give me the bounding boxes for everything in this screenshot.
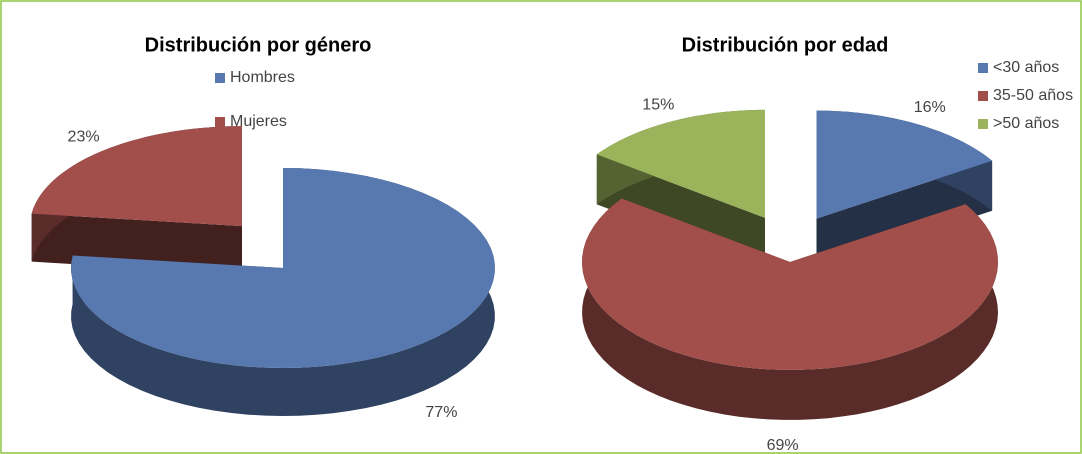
slice — [816, 110, 993, 219]
legend-swatch — [215, 117, 225, 127]
slice — [582, 198, 998, 370]
legend-swatch — [215, 73, 225, 83]
slice-side — [582, 198, 998, 420]
legend-swatch — [978, 119, 988, 129]
legend-swatch — [978, 63, 988, 73]
data-label: 16% — [914, 99, 946, 116]
chart-title: Distribución por género — [145, 34, 372, 56]
legend-swatch — [978, 91, 988, 101]
data-label: 77% — [425, 404, 457, 421]
legend-label: 35-50 años — [993, 87, 1073, 104]
data-label: 15% — [642, 96, 674, 113]
chart-title: Distribución por edad — [682, 34, 889, 56]
data-label: 23% — [68, 129, 100, 146]
data-label: 69% — [767, 437, 799, 454]
slice — [596, 109, 765, 218]
slice — [31, 126, 243, 227]
legend-label: >50 años — [993, 115, 1059, 132]
slice — [71, 168, 495, 368]
legend-label: Hombres — [230, 69, 295, 86]
legend-label: Mujeres — [230, 113, 287, 130]
legend-label: <30 años — [993, 59, 1059, 76]
